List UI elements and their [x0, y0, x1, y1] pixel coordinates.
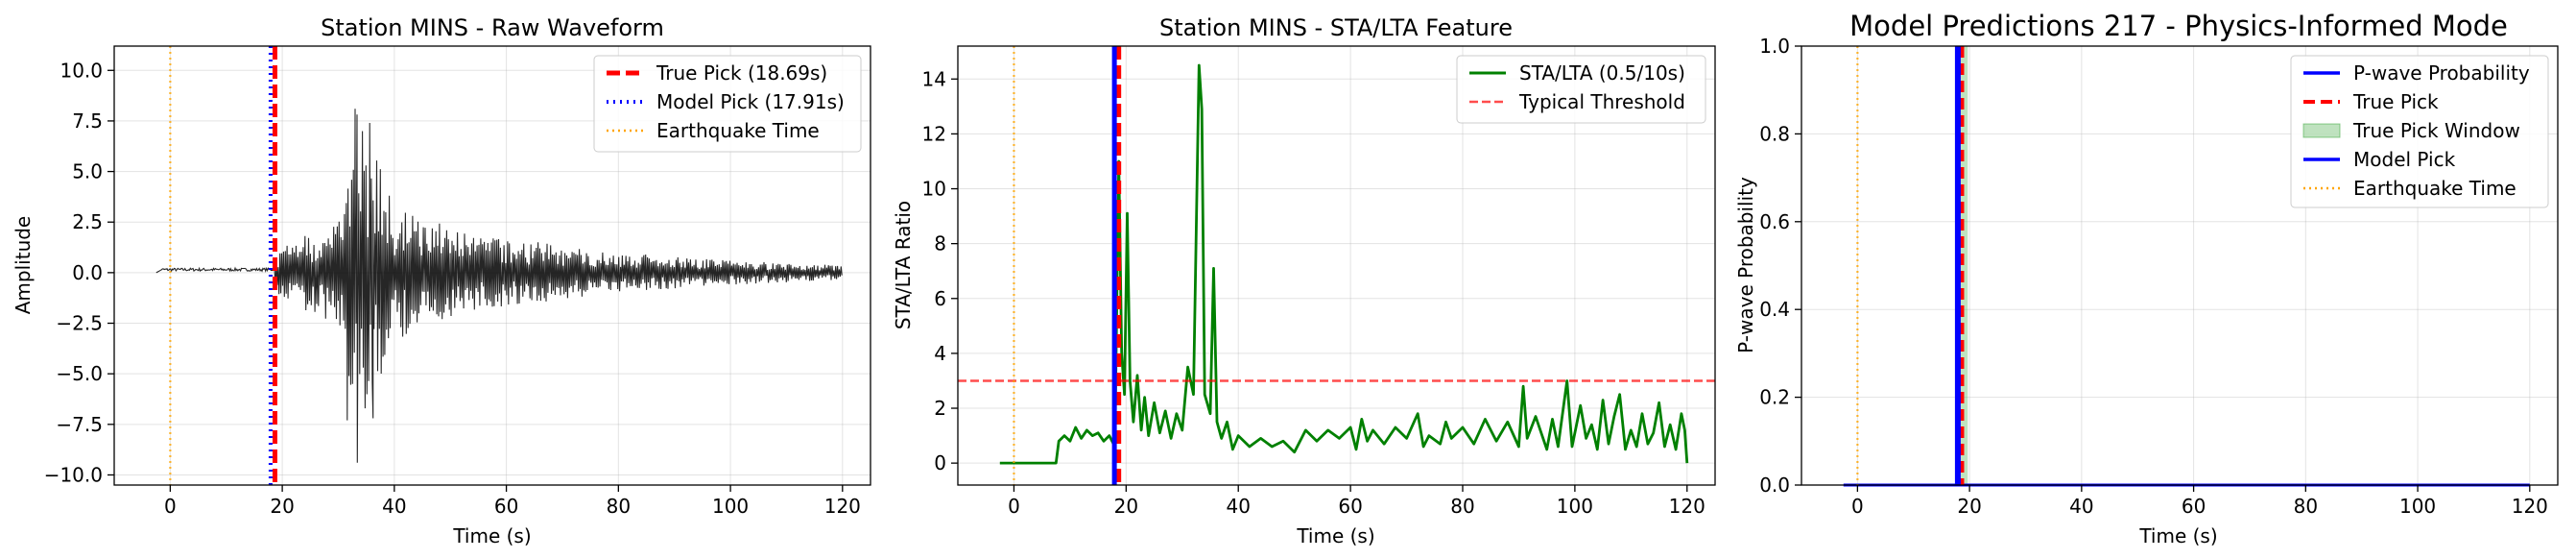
legend-label: Earthquake Time	[656, 119, 820, 142]
x-tick-label: 60	[2182, 495, 2206, 518]
x-tick-label: 40	[382, 495, 406, 518]
y-tick-label: 10	[922, 178, 946, 201]
y-tick-label: −10.0	[44, 463, 103, 486]
y-tick-label: 0.0	[72, 261, 103, 284]
x-tick-label: 100	[2399, 495, 2436, 518]
legend-box	[593, 55, 862, 153]
x-tick-label: 40	[1226, 495, 1250, 518]
x-tick-label: 120	[824, 495, 861, 518]
x-tick-label: 20	[270, 495, 294, 518]
legend: STA/LTA (0.5/10s) Typical Threshold	[1456, 55, 1706, 124]
tick-labels: 0 20 40 60 80 100 120 0.0 0.2 0.4 0.6 0.8 1.0	[1759, 35, 2548, 518]
plot-frame	[1801, 45, 2559, 486]
legend-label: Model Pick	[2353, 148, 2456, 171]
x-tick-label: 80	[1450, 495, 1474, 518]
y-tick-label: 0.6	[1759, 210, 1790, 233]
plot-frame	[113, 45, 871, 486]
legend-label: Model Pick (17.91s)	[656, 90, 845, 113]
legend-box	[1456, 55, 1706, 124]
plot-frame	[957, 45, 1716, 486]
legend-label: STA/LTA (0.5/10s)	[1519, 61, 1685, 85]
x-axis-label: Time (s)	[452, 524, 531, 547]
y-tick-label: 0	[934, 451, 946, 474]
plot-marks	[958, 46, 1715, 485]
panel-raw-waveform: Station MINS - Raw Waveform Time (s) Amp…	[12, 14, 871, 547]
legend-swatch-true-pick-window	[2302, 123, 2341, 138]
y-tick-label: 1.0	[1759, 35, 1790, 58]
y-axis-label: Amplitude	[12, 216, 35, 315]
y-tick-label: 5.0	[72, 160, 103, 183]
y-tick-label: −5.0	[56, 362, 103, 385]
chart-title: Station MINS - STA/LTA Feature	[1159, 14, 1513, 41]
x-tick-label: 0	[1008, 495, 1020, 518]
x-tick-label: 0	[164, 495, 177, 518]
x-tick-label: 80	[607, 495, 631, 518]
x-axis-label: Time (s)	[2138, 524, 2217, 547]
plot-marks	[155, 46, 843, 485]
x-tick-label: 20	[1114, 495, 1138, 518]
waveform-series	[155, 109, 843, 463]
sta-lta-series	[999, 63, 1689, 465]
legend-label: True Pick (18.69s)	[656, 61, 827, 85]
chart-title: Station MINS - Raw Waveform	[321, 14, 664, 41]
y-tick-label: 12	[922, 122, 946, 145]
legend-label: P-wave Probability	[2353, 61, 2530, 85]
x-axis-label: Time (s)	[1296, 524, 1374, 547]
x-tick-label: 120	[1669, 495, 1705, 518]
x-tick-label: 100	[712, 495, 749, 518]
y-tick-label: 0.8	[1759, 122, 1790, 145]
x-tick-label: 80	[2294, 495, 2318, 518]
y-tick-label: 7.5	[72, 109, 103, 133]
y-axis-label: P-wave Probability	[1734, 177, 1757, 353]
legend: True Pick (18.69s) Model Pick (17.91s) E…	[593, 55, 862, 153]
panel-sta-lta: Station MINS - STA/LTA Feature Time (s) …	[892, 14, 1716, 547]
y-tick-label: 4	[934, 342, 946, 365]
x-tick-label: 120	[2512, 495, 2548, 518]
y-axis-label: STA/LTA Ratio	[892, 201, 915, 329]
x-tick-label: 40	[2069, 495, 2093, 518]
x-tick-label: 100	[1557, 495, 1593, 518]
y-tick-label: 10.0	[60, 59, 103, 82]
legend: P-wave Probability True Pick True Pick W…	[2290, 55, 2549, 208]
legend-label: True Pick Window	[2352, 119, 2520, 142]
y-tick-label: 0.2	[1759, 386, 1790, 409]
x-tick-label: 60	[1338, 495, 1362, 518]
tick-labels: 0 20 40 60 80 100 120 −10.0 −7.5 −5.0 −2.5 0.0 2.5 5.…	[44, 59, 861, 518]
x-tick-label: 20	[1957, 495, 1981, 518]
legend-label: Earthquake Time	[2353, 177, 2516, 200]
y-tick-label: −7.5	[56, 413, 103, 436]
y-tick-label: −2.5	[56, 312, 103, 335]
y-tick-label: 14	[922, 67, 946, 90]
panel-model-predictions: Model Predictions 217 - Physics-Informed…	[1734, 10, 2559, 547]
y-tick-label: 0.4	[1759, 298, 1790, 321]
y-tick-label: 6	[934, 287, 946, 310]
legend-label: Typical Threshold	[1518, 90, 1685, 113]
tick-labels: 0 20 40 60 80 100 120 0 2 4 6 8 10 12 14	[922, 67, 1705, 518]
y-tick-label: 0.0	[1759, 474, 1790, 497]
legend-box	[2290, 55, 2549, 208]
true-pick-window	[1956, 46, 1968, 485]
y-tick-label: 2	[934, 397, 946, 420]
x-tick-label: 60	[494, 495, 518, 518]
chart-title: Model Predictions 217 - Physics-Informed…	[1849, 10, 2508, 42]
x-tick-label: 0	[1851, 495, 1864, 518]
legend-label: True Pick	[2352, 90, 2439, 113]
y-tick-label: 2.5	[72, 210, 103, 233]
y-tick-label: 8	[934, 232, 946, 255]
